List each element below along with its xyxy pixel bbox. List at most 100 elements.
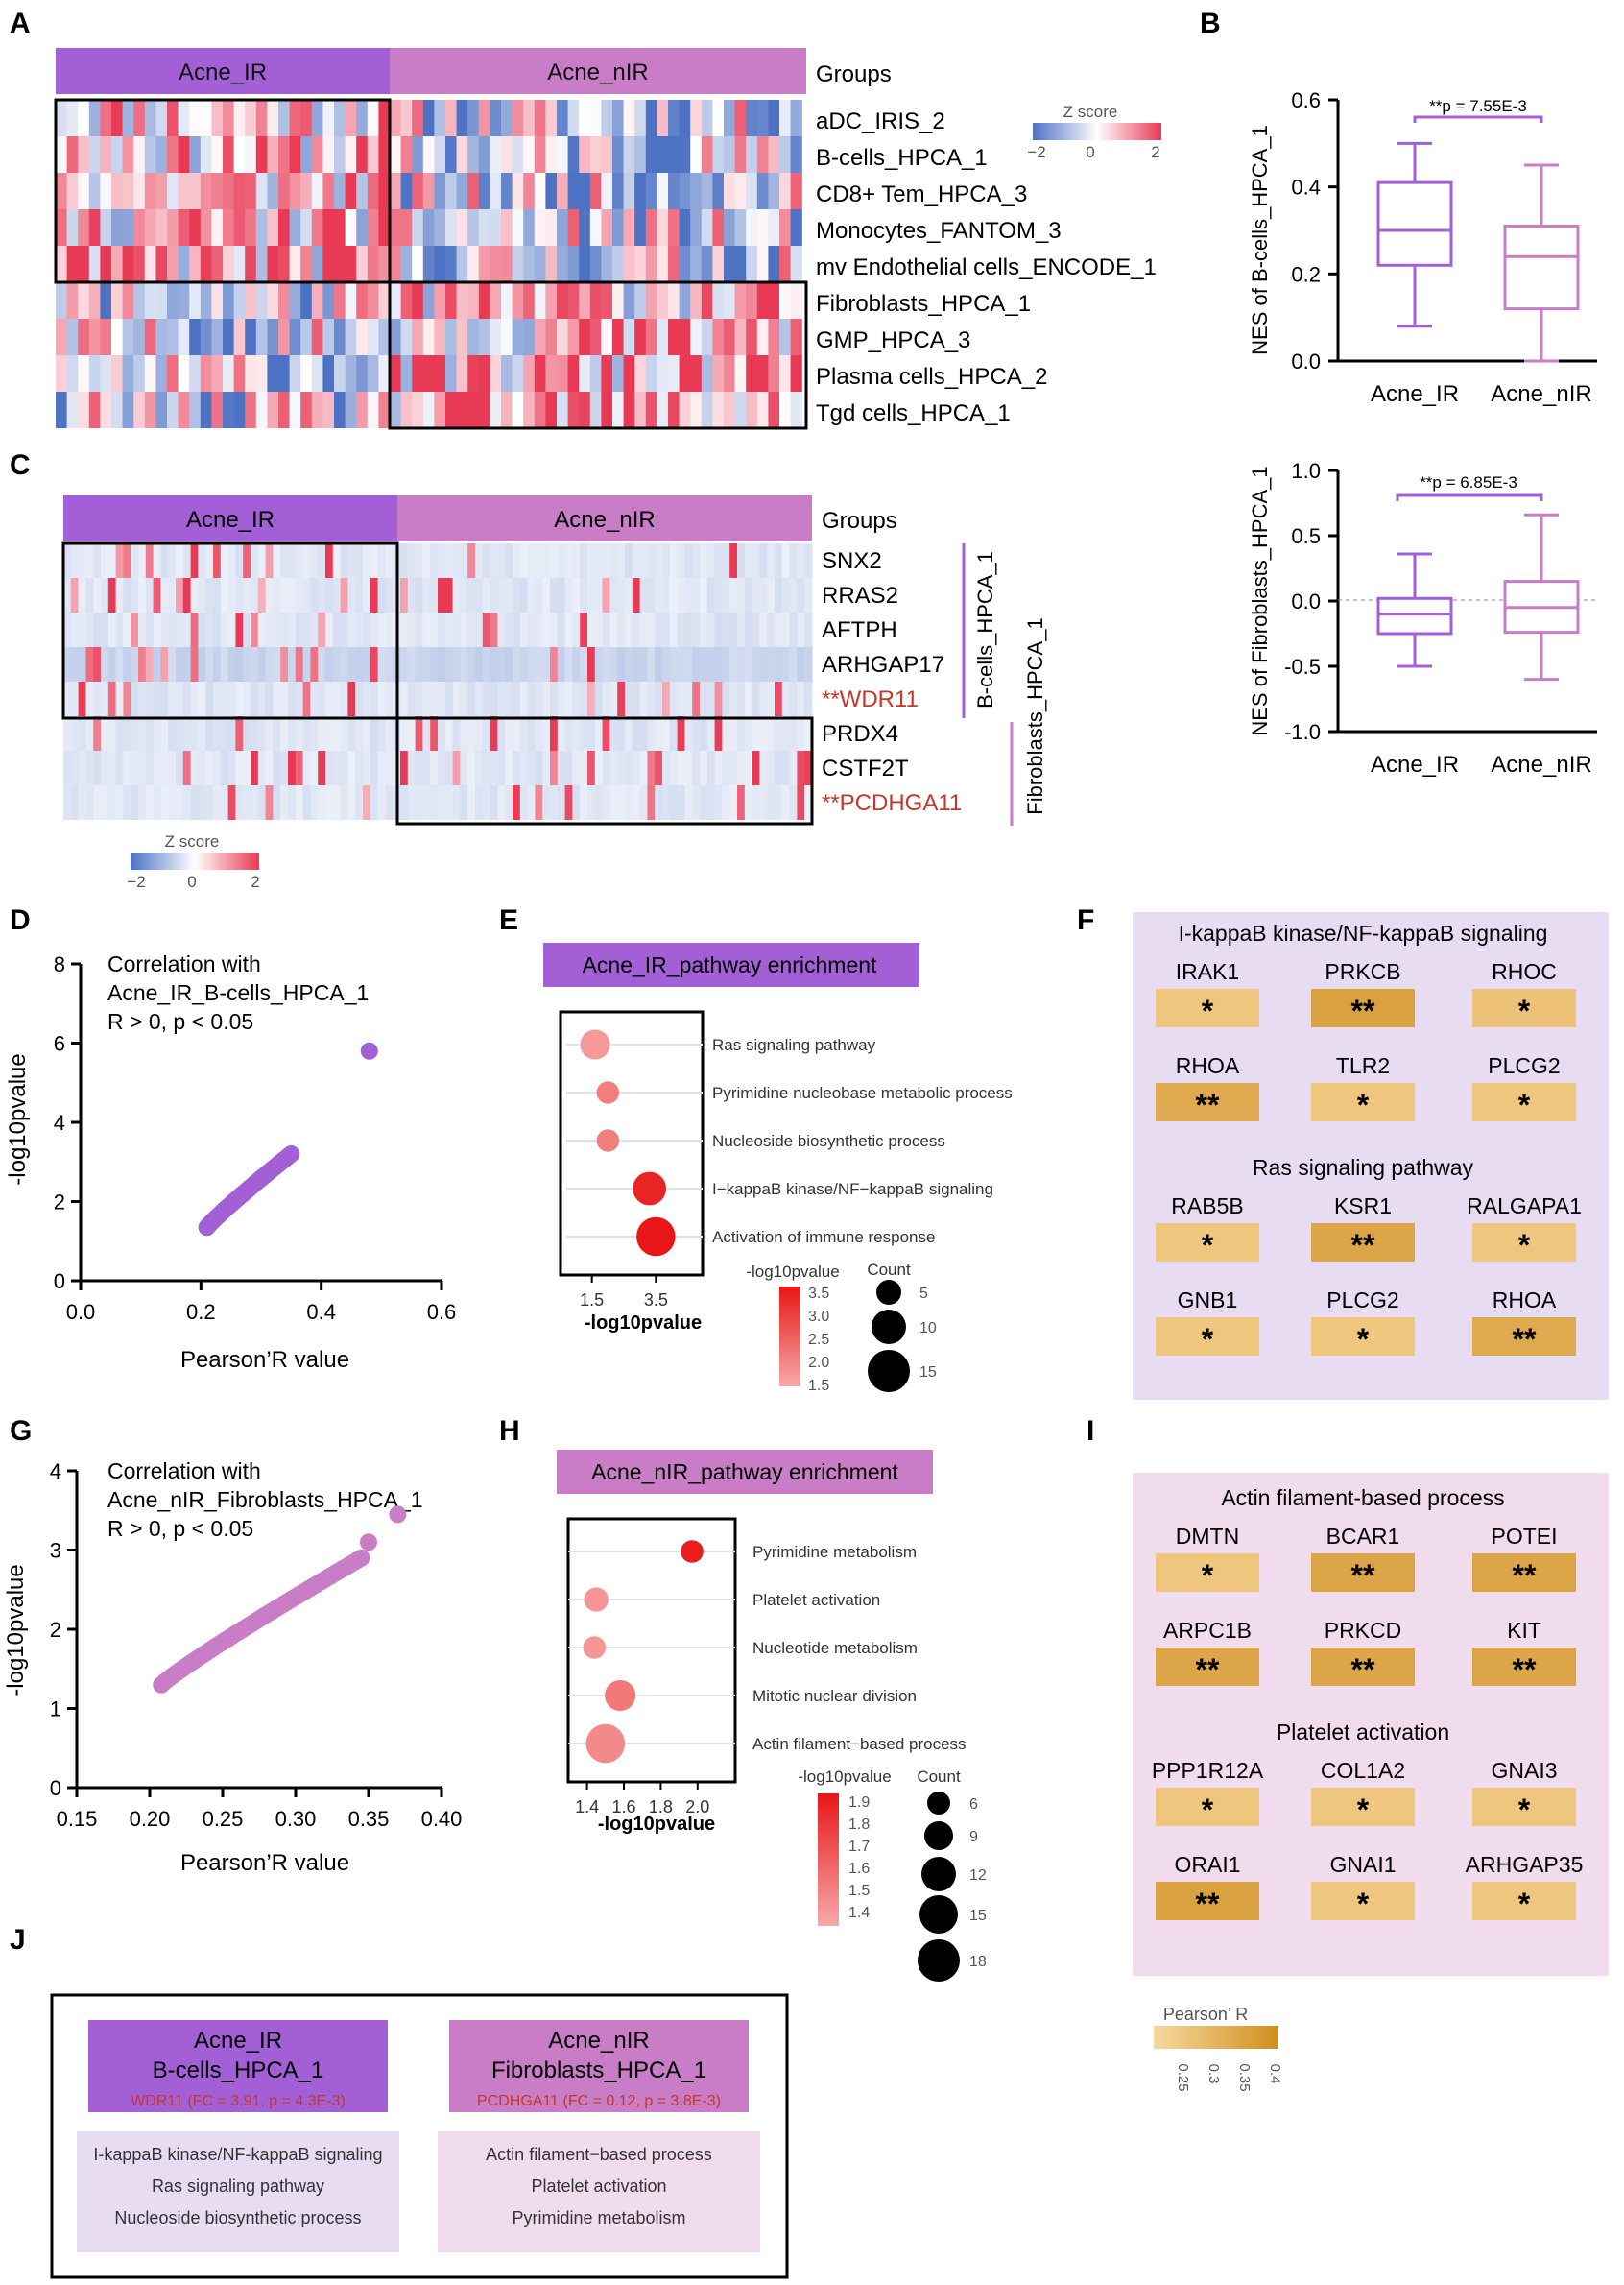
heat-cell <box>318 613 326 647</box>
heat-cell <box>478 355 490 392</box>
heat-cell <box>211 136 224 173</box>
heat-cell <box>415 647 423 682</box>
heat-cell <box>701 209 713 246</box>
heat-cell <box>746 209 758 246</box>
heat-cell <box>144 173 156 209</box>
heat-cell <box>579 100 591 136</box>
heat-cell <box>445 319 458 355</box>
heat-cell <box>122 209 134 246</box>
heat-cell <box>70 716 80 751</box>
heat-cell <box>690 319 703 355</box>
heat-cell <box>227 613 236 647</box>
heat-cell <box>478 136 490 173</box>
color-legend-h: -log10pvalue 1.9 1.8 1.7 1.6 1.5 1.4 <box>798 1768 892 1926</box>
x-tick-label: 0.4 <box>306 1300 336 1324</box>
heat-cell <box>78 751 86 785</box>
heat-cell <box>211 246 224 282</box>
heat-cell <box>475 785 484 820</box>
scatter-point <box>282 1145 300 1163</box>
x-tick-label: 0.20 <box>130 1807 171 1831</box>
heat-cell <box>123 647 131 682</box>
annotation-line: Correlation with <box>107 951 261 976</box>
x-tick-label: Acne_IR <box>1371 381 1459 407</box>
heat-cell <box>400 136 413 173</box>
heat-cell <box>190 751 199 785</box>
heat-cell <box>200 282 212 319</box>
heat-cell <box>513 751 521 785</box>
heat-cell <box>460 647 468 682</box>
heat-cell <box>340 682 348 716</box>
heat-cell <box>634 100 647 136</box>
gene-label: PRDX4 <box>822 721 898 747</box>
heat-cell <box>278 136 291 173</box>
correlation-cell <box>1156 1788 1259 1826</box>
panel-letter-j: J <box>10 1924 26 1956</box>
heat-cell <box>497 647 506 682</box>
heat-cell <box>768 136 780 173</box>
gene-name: POTEI <box>1491 1524 1557 1549</box>
x-axis-label: -log10pvalue <box>598 1814 715 1835</box>
heat-cell <box>356 136 369 173</box>
heat-cell <box>100 100 112 136</box>
heat-cell <box>601 173 613 209</box>
heat-cell <box>497 751 506 785</box>
heat-cell <box>790 319 802 355</box>
heat-cell <box>265 578 274 613</box>
heat-cell <box>265 647 274 682</box>
heat-cell <box>144 100 156 136</box>
heat-cell <box>768 355 780 392</box>
heat-cell <box>467 613 476 647</box>
heat-cell <box>332 716 342 751</box>
heat-cell <box>737 716 746 751</box>
heat-cell <box>804 647 813 682</box>
heat-cell <box>478 282 490 319</box>
heat-cell <box>677 613 685 647</box>
heat-cell <box>345 282 357 319</box>
heat-cell <box>572 751 581 785</box>
heat-cell <box>85 751 94 785</box>
heat-cell <box>490 785 498 820</box>
heat-cell <box>223 355 235 392</box>
heat-cell <box>634 246 647 282</box>
heat-cell <box>288 751 297 785</box>
heat-cell <box>612 355 625 392</box>
heat-cell <box>706 682 716 716</box>
heat-cell <box>677 716 685 751</box>
heat-cell <box>797 716 805 751</box>
heat-cell <box>325 647 334 682</box>
heat-cell <box>724 355 736 392</box>
heat-cell <box>289 392 301 428</box>
significance-bracket <box>1396 493 1543 501</box>
heat-cell <box>756 209 769 246</box>
heat-cell <box>668 173 681 209</box>
heat-cell <box>602 647 610 682</box>
gene-name: ARPC1B <box>1163 1618 1252 1643</box>
heat-cell <box>122 136 134 173</box>
heat-cell <box>587 543 596 578</box>
heat-cell <box>645 282 657 319</box>
heat-cell <box>235 716 244 751</box>
heat-cell <box>311 100 323 136</box>
heat-cell <box>744 682 753 716</box>
heat-cell <box>123 751 131 785</box>
x-tick-label: 0.25 <box>203 1807 244 1831</box>
heat-cell <box>176 613 184 647</box>
heat-cell <box>280 613 289 647</box>
heat-cell <box>804 613 813 647</box>
heat-cell <box>289 209 301 246</box>
heat-cell <box>176 543 184 578</box>
enrichment-dot <box>596 1129 620 1152</box>
x-axis-label: -log10pvalue <box>585 1312 702 1334</box>
heat-row-label: Plasma cells_HPCA_2 <box>816 364 1047 390</box>
heat-cell <box>759 716 768 751</box>
heat-cell <box>564 716 573 751</box>
heat-cell <box>145 578 155 613</box>
heat-cell <box>669 613 679 647</box>
heat-cell <box>456 319 468 355</box>
heat-cell <box>251 785 259 820</box>
heat-cell <box>318 785 326 820</box>
heat-cell <box>746 100 758 136</box>
heat-cell <box>227 751 236 785</box>
heat-cell <box>400 647 409 682</box>
heat-cell <box>513 785 521 820</box>
